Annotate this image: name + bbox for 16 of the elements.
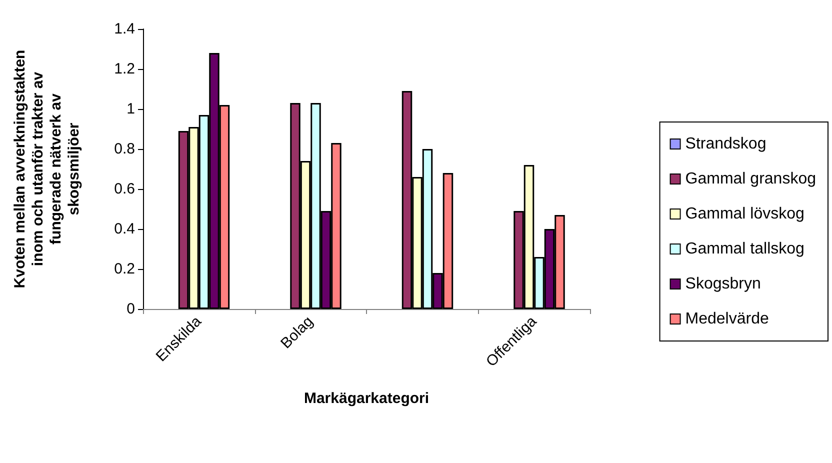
y-tick-label: 1.4 xyxy=(114,20,135,38)
y-tick-label: 1 xyxy=(126,100,135,118)
y-tick-label: 0.4 xyxy=(114,220,135,238)
legend-label: Medelvärde xyxy=(685,310,769,328)
y-tick-label: 0.8 xyxy=(114,140,135,158)
y-tick-label: 0.2 xyxy=(114,260,135,278)
x-axis-title: Markägarkategori xyxy=(304,390,430,407)
legend-label: Gammal lövskog xyxy=(685,206,804,222)
legend-label: Skogsbryn xyxy=(685,276,761,292)
y-axis-title: Kvoten mellan avverkningstakten inom och utanför trakter av fungerade nätverk av skogsmiljöer xyxy=(12,50,82,288)
y-tick-label: 0 xyxy=(126,300,135,318)
legend-label: Gammal tallskog xyxy=(685,240,804,258)
legend-label: Strandskog xyxy=(685,136,766,152)
legend-label: Gammal granskog xyxy=(685,170,816,188)
y-tick-label: 0.6 xyxy=(114,180,135,198)
y-tick-label: 1.2 xyxy=(114,60,135,78)
